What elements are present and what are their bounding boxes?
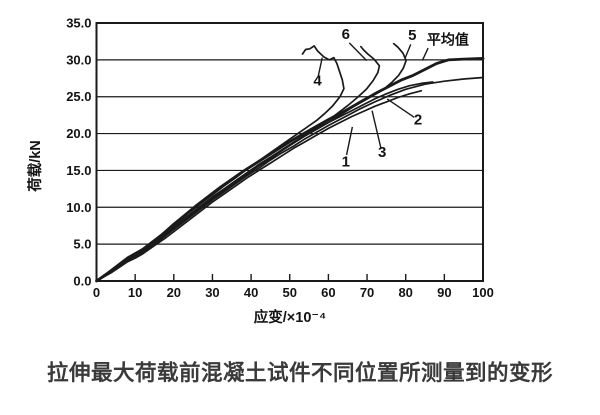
leader-line-3 xyxy=(371,110,382,149)
y-axis-label: 荷载/kN xyxy=(26,140,44,192)
y-tick-label: 35.0 xyxy=(66,16,91,31)
strain-load-chart: 0 10 20 30 40 50 60 70 80 90 100 0.0 5.0 10.0 15.0 20.0… xyxy=(26,16,494,327)
curve-label-3: 3 xyxy=(378,144,386,161)
y-tick-label: 10.0 xyxy=(66,200,91,215)
figure-caption: 拉伸最大荷载前混凝土试件不同位置所测量到的变形 xyxy=(46,361,553,385)
leader-line-4 xyxy=(317,57,323,78)
x-tick-label: 80 xyxy=(398,285,412,300)
x-tick-label: 30 xyxy=(205,285,219,300)
x-tick-label: 90 xyxy=(437,285,451,300)
curve-label-平均值: 平均值 xyxy=(427,31,469,47)
curve-average xyxy=(95,57,485,283)
x-tick-label: 60 xyxy=(321,285,335,300)
x-tick-label: 100 xyxy=(472,285,494,300)
x-tick-label: 70 xyxy=(360,285,374,300)
y-tick-label: 5.0 xyxy=(73,237,91,252)
curve-label-1: 1 xyxy=(342,154,350,171)
curve-label-6: 6 xyxy=(342,26,350,43)
x-tick-label: 50 xyxy=(283,285,297,300)
x-tick-label: 10 xyxy=(128,285,142,300)
figure: 0 10 20 30 40 50 60 70 80 90 100 0.0 5.0 10.0 15.0 20.0… xyxy=(26,16,553,386)
curve-2 xyxy=(95,76,484,282)
curve-label-4: 4 xyxy=(313,73,322,90)
curve-4 xyxy=(95,45,345,282)
leader-line-average xyxy=(421,47,429,61)
x-tick-label: 20 xyxy=(167,285,181,300)
leader-line-6 xyxy=(348,42,368,62)
curve-1 xyxy=(95,89,423,282)
curve-label-2: 2 xyxy=(414,112,422,129)
y-tick-label: 25.0 xyxy=(66,89,91,104)
curve-5 xyxy=(95,42,407,282)
x-tick-label: 0 xyxy=(93,285,100,300)
x-tick-label: 40 xyxy=(244,285,258,300)
curve-label-5: 5 xyxy=(408,27,416,44)
y-tick-label: 20.0 xyxy=(66,126,91,141)
y-tick-label: 15.0 xyxy=(66,163,91,178)
y-tick-label: 30.0 xyxy=(66,52,91,67)
y-tick-label: 0.0 xyxy=(73,274,91,289)
curve-6 xyxy=(95,45,381,282)
leader-line-1 xyxy=(345,126,354,156)
leader-line-2 xyxy=(386,98,415,118)
leader-line-5 xyxy=(404,44,412,58)
x-axis-label: 应变/×10⁻⁴ xyxy=(254,308,326,326)
